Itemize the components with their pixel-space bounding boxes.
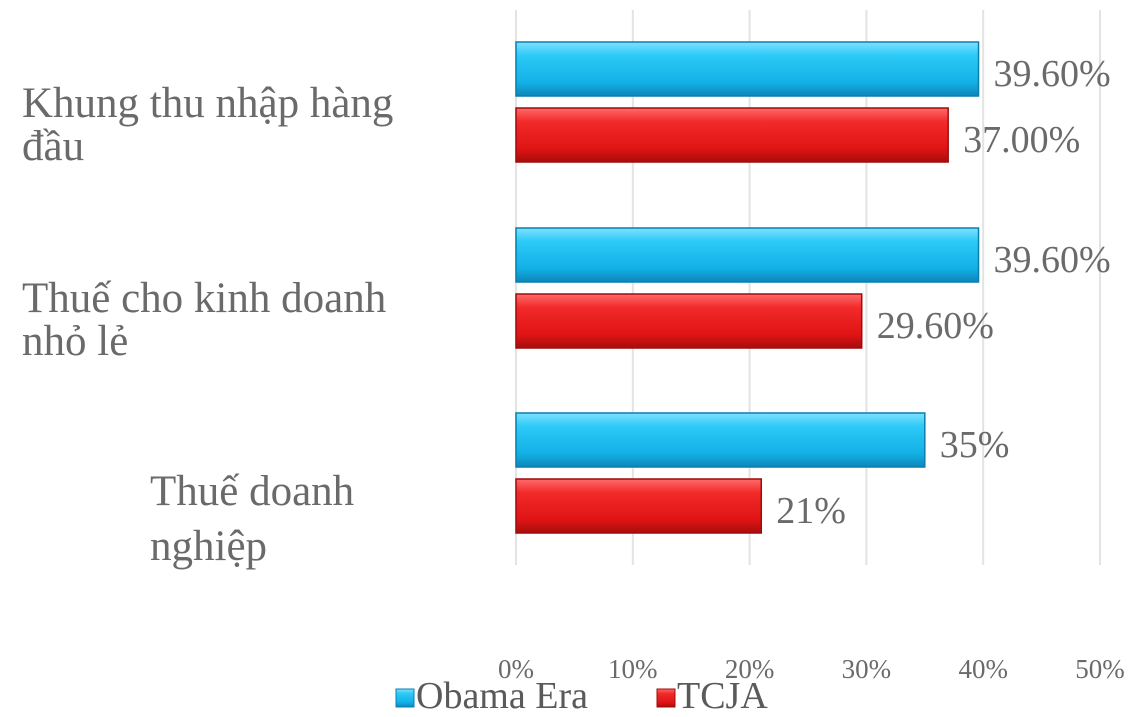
data-label: 21% <box>776 490 846 532</box>
bar-tcja <box>515 478 763 534</box>
x-tick-label: 0% <box>498 654 534 684</box>
bar-tcja <box>515 293 863 349</box>
x-tick-label: 40% <box>958 654 1008 684</box>
data-label: 29.60% <box>877 305 994 347</box>
data-label: 37.00% <box>963 119 1080 161</box>
legend-label: Obama Era <box>416 675 588 717</box>
x-tick-label: 50% <box>1075 654 1125 684</box>
category-label: Thuế cho kinh doanh nhỏ lẻ <box>22 275 386 365</box>
x-tick-label: 10% <box>608 654 658 684</box>
legend-swatch <box>395 688 415 708</box>
legend-label: TCJA <box>677 675 768 717</box>
data-label: 35% <box>940 424 1010 466</box>
legend: Obama Era TCJA <box>395 675 768 717</box>
x-tick-label: 20% <box>725 654 775 684</box>
data-label: 39.60% <box>994 53 1111 95</box>
bars <box>515 41 980 534</box>
category-label: Khung thu nhập hàng đầu <box>22 80 393 170</box>
x-tick-label: 30% <box>842 654 892 684</box>
data-labels: 39.60% 39.60% 35% 37.00% 29.60% 21% <box>776 53 1110 532</box>
bar-tcja <box>515 107 949 163</box>
data-label: 39.60% <box>994 239 1111 281</box>
bar-obama-era <box>515 41 980 97</box>
gridlines <box>515 10 1101 565</box>
bar-obama-era <box>515 412 926 468</box>
legend-swatch <box>656 688 676 708</box>
category-labels: Khung thu nhập hàng đầu Thuế cho kinh doan… <box>22 80 393 570</box>
legend-item: TCJA <box>656 675 768 717</box>
legend-item: Obama Era <box>395 675 588 717</box>
x-axis-tick-labels: 0% 10% 20% 30% 40% 50% <box>498 654 1125 684</box>
category-label: Thuế doanh nghiệp <box>150 468 354 570</box>
bar-obama-era <box>515 227 980 283</box>
